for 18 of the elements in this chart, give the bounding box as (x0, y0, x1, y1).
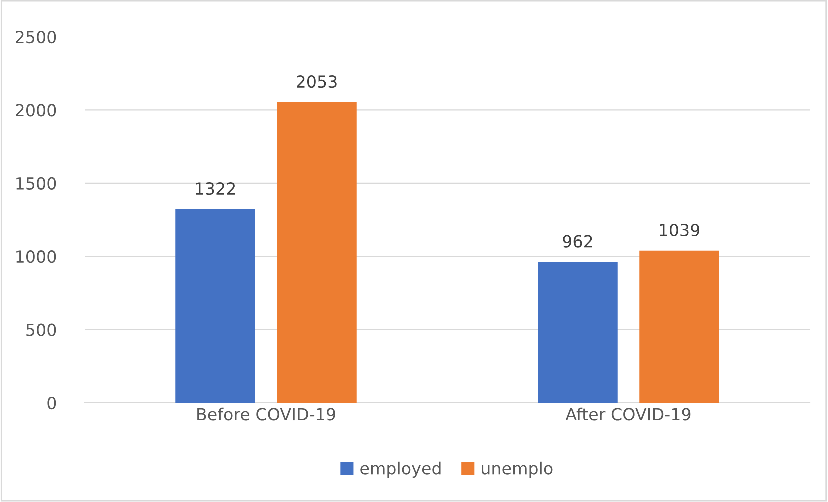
bar (538, 262, 618, 403)
legend-label: unemplo (482, 462, 553, 478)
x-tick-label: After COVID-19 (566, 408, 691, 421)
y-tick-label: 1000 (16, 250, 56, 264)
y-tick-label: 500 (26, 324, 56, 336)
bar (640, 250, 720, 403)
y-tick-label: 2500 (16, 30, 56, 44)
y-tick-label: 1500 (16, 177, 56, 190)
x-tick-label: Before COVID-19 (198, 408, 336, 421)
data-label: 1322 (196, 182, 236, 196)
y-tick-label: 2000 (16, 104, 56, 117)
bar (176, 209, 256, 403)
data-label: 962 (563, 235, 592, 248)
legend-label: employed (360, 462, 441, 478)
bar (277, 102, 357, 403)
y-tick-label: 0 (48, 396, 56, 410)
data-label: 2053 (297, 75, 337, 88)
data-label: 1039 (660, 224, 700, 237)
